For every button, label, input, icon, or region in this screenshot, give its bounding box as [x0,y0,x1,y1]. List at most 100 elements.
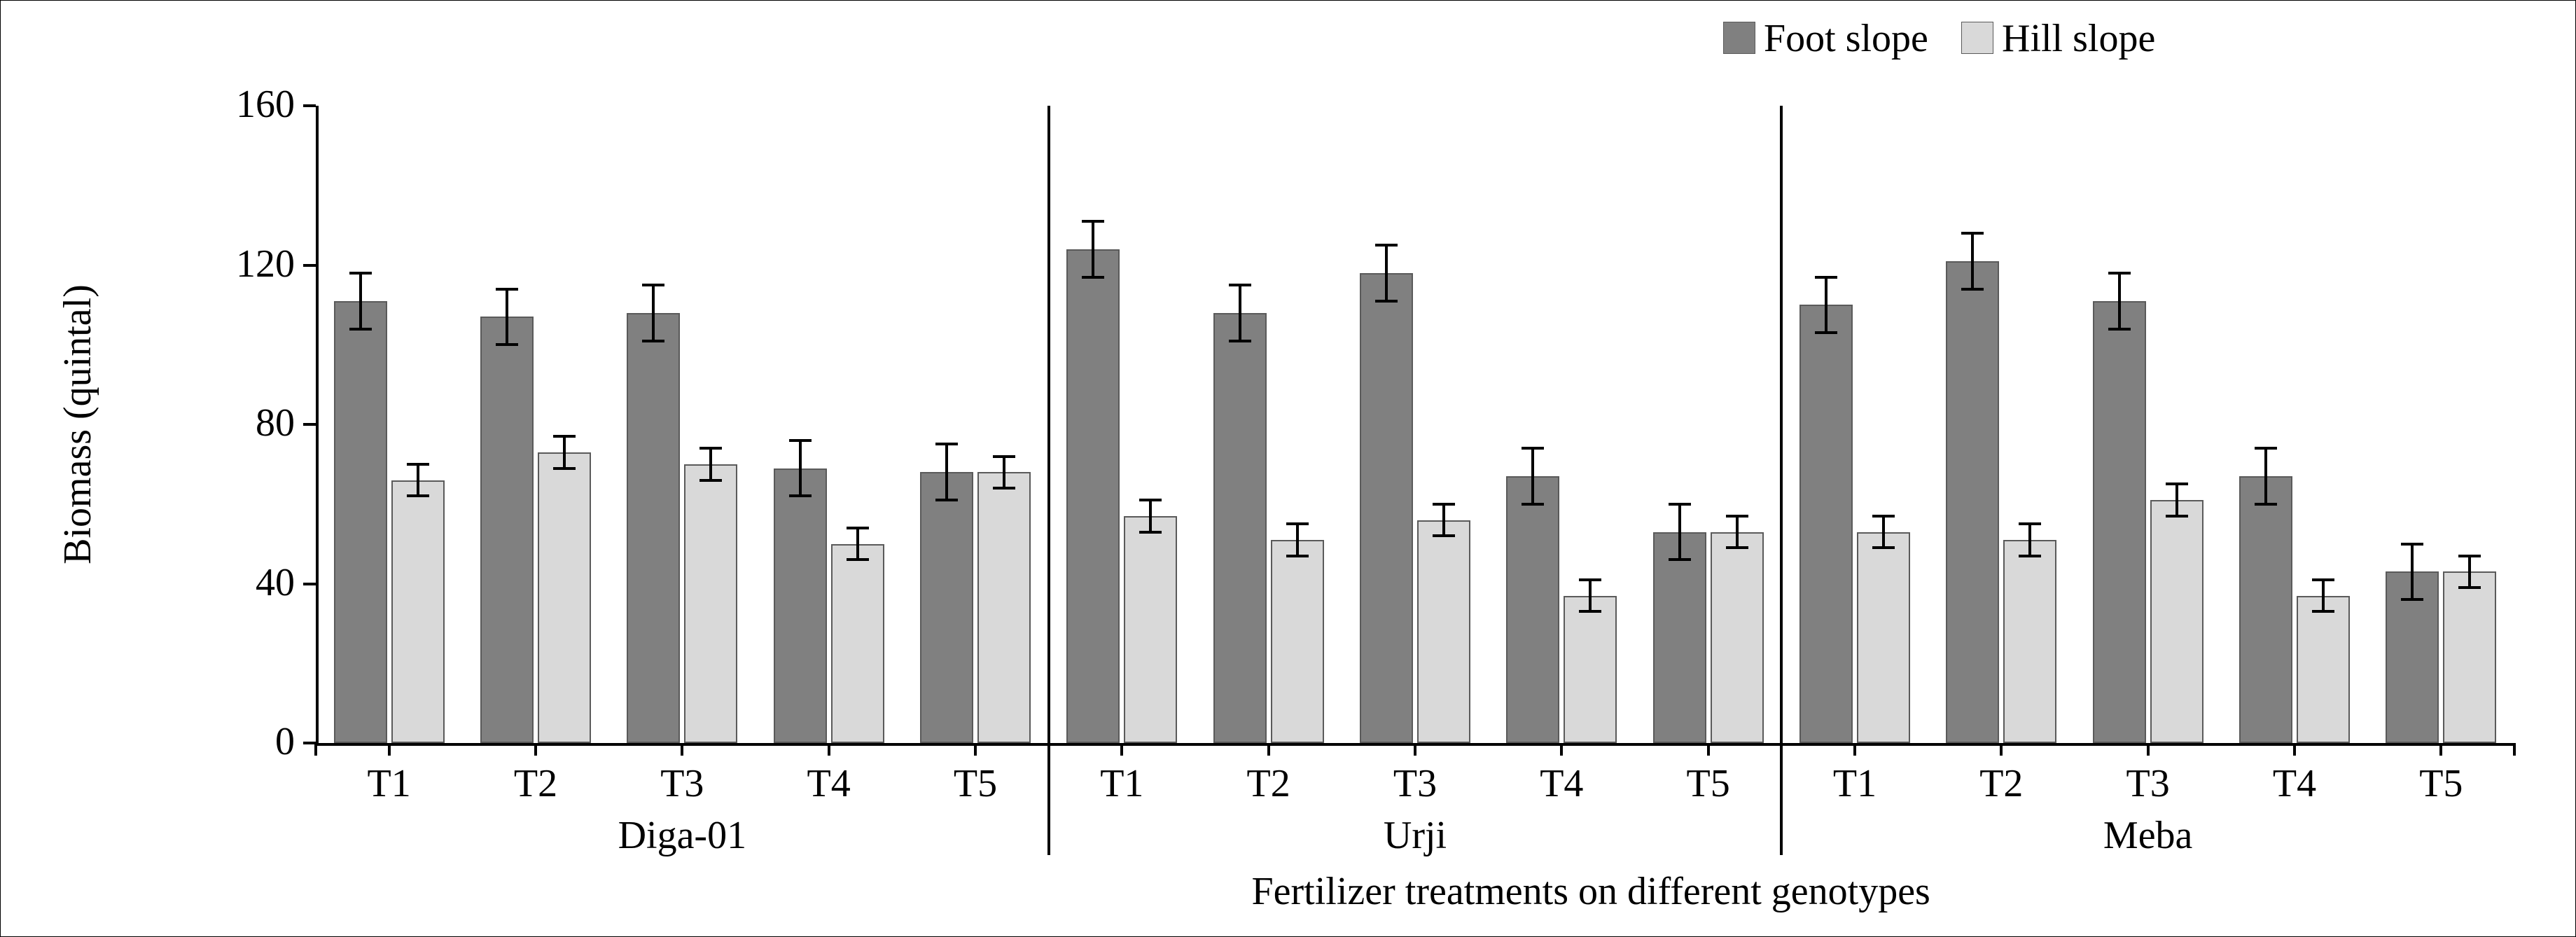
error-cap [1872,546,1895,549]
error-bar [506,289,508,345]
bar-foot [1653,532,1706,743]
error-cap [349,272,372,275]
legend-swatch [1961,22,1993,54]
group-separator [1780,106,1783,855]
error-cap [2255,447,2277,450]
bar-hill [1271,540,1324,743]
error-cap [2458,555,2481,557]
error-cap [1375,244,1398,247]
error-cap [2166,515,2188,518]
error-bar [1239,285,1241,341]
bar-foot [920,472,973,743]
error-cap [2312,610,2334,613]
x-tick [1560,743,1563,756]
error-bar [1149,500,1152,532]
bar-foot [627,313,680,743]
error-cap [2108,272,2131,275]
error-bar [1971,233,1974,289]
error-bar [856,528,859,560]
error-cap [2401,598,2423,601]
error-bar [1882,516,1885,548]
bar-foot [1360,273,1413,743]
error-cap [1815,276,1837,279]
error-cap [1433,503,1455,506]
error-cap [496,288,518,291]
error-cap [993,455,1015,458]
error-cap [1961,288,1984,291]
error-cap [1229,340,1251,342]
bar-hill [831,544,884,743]
error-bar [2175,484,2178,516]
bar-hill [2297,596,2350,743]
x-tick-label: T1 [1833,761,1877,806]
y-tick-label: 0 [275,719,295,764]
error-cap [1433,534,1455,537]
legend-label: Hill slope [2002,16,2155,61]
biomass-bar-chart: 04080120160Biomass (quintal)Foot slopeHi… [0,0,2576,937]
error-cap [1961,232,1984,235]
error-cap [349,328,372,331]
x-tick-label: T3 [2126,761,2170,806]
error-cap [1139,531,1162,534]
legend-label: Foot slope [1764,16,1928,61]
x-tick-label: T5 [2419,761,2463,806]
error-cap [1522,447,1544,450]
error-cap [1139,499,1162,501]
bar-foot [1213,313,1267,743]
error-bar [652,285,655,341]
error-bar [2028,524,2031,556]
error-bar [2322,580,2325,612]
error-cap [1669,558,1691,561]
x-tick [1853,743,1856,756]
error-cap [2019,522,2041,525]
x-tick-label: T2 [1247,761,1290,806]
x-tick-label: T4 [1540,761,1583,806]
bar-hill [2443,571,2496,743]
group-label: Urji [1384,813,1447,858]
error-cap [1286,522,1309,525]
bar-foot [1506,476,1559,743]
error-bar [945,444,948,500]
x-axis-label: Fertilizer treatments on different genot… [1252,869,1930,914]
error-cap [2255,503,2277,506]
error-cap [1375,300,1398,303]
error-cap [1815,331,1837,334]
x-tick-label: T2 [1979,761,2023,806]
error-cap [1286,555,1309,557]
error-cap [1872,515,1895,518]
x-tick [1120,743,1123,756]
bar-foot [774,468,827,743]
x-tick [974,743,977,756]
error-bar [1589,580,1592,612]
x-tick [2439,743,2442,756]
x-tick-label: T5 [1687,761,1730,806]
error-cap [2312,578,2334,581]
error-bar [417,464,419,497]
error-cap [2108,328,2131,331]
error-cap [2458,586,2481,589]
error-cap [553,435,576,438]
group-label: Meba [2103,813,2193,858]
x-tick-label: T4 [807,761,851,806]
error-cap [1579,578,1601,581]
x-tick [681,743,683,756]
bar-hill [2003,540,2056,743]
x-tick [1267,743,1270,756]
error-cap [789,439,812,442]
bar-hill [1124,516,1177,743]
bar-hill [2150,500,2203,743]
error-bar [2468,556,2471,588]
bar-foot [1799,305,1853,743]
y-tick [303,104,316,107]
group-label: Diga-01 [618,813,747,858]
error-cap [1579,610,1601,613]
error-cap [789,494,812,497]
legend-swatch [1723,22,1755,54]
error-bar [2264,448,2267,504]
error-cap [1726,515,1748,518]
x-tick [1707,743,1710,756]
error-bar [1296,524,1299,556]
y-tick-label: 160 [236,82,295,127]
error-cap [1669,503,1691,506]
x-tick-label: T2 [514,761,557,806]
